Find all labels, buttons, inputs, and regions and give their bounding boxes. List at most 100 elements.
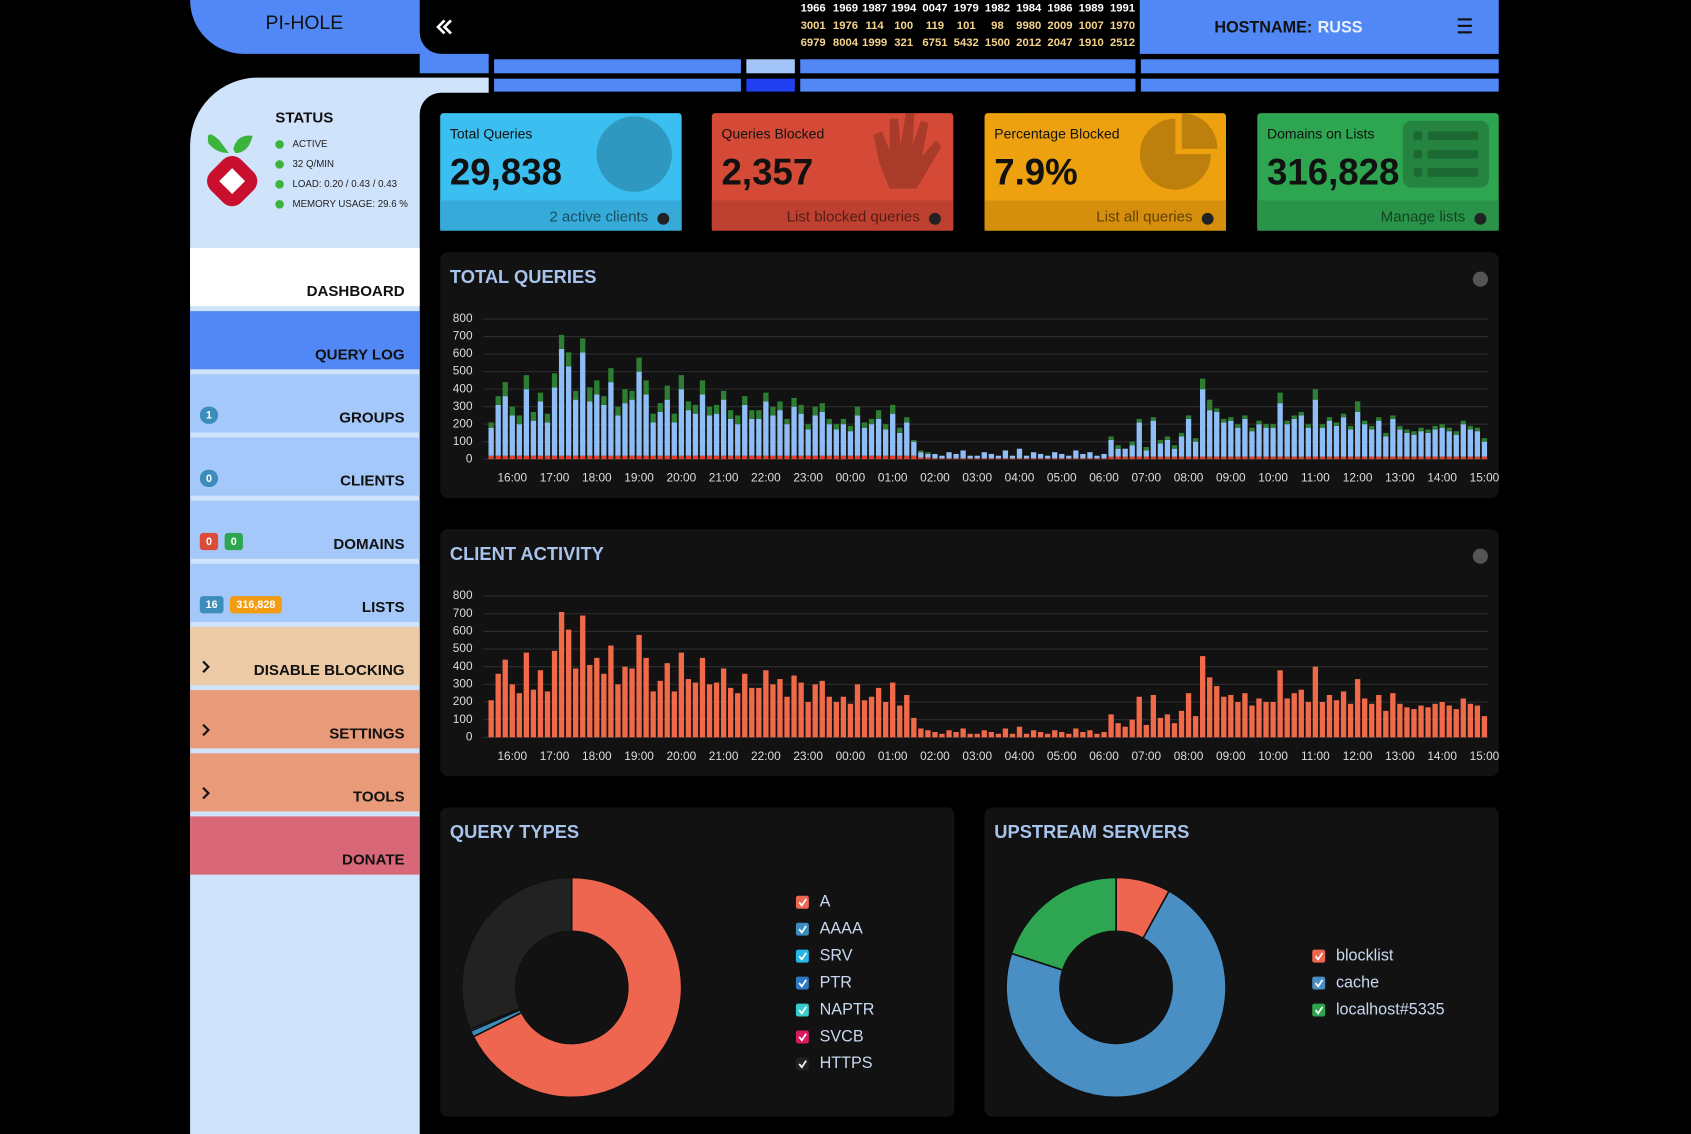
nav-label[interactable]: QUERY LOG (315, 346, 405, 363)
nav-label[interactable]: TOOLS (353, 788, 405, 805)
bar (502, 455, 508, 460)
bar (1235, 456, 1241, 460)
nav-item[interactable] (190, 563, 420, 622)
bar (1059, 453, 1065, 459)
ticker-number: 1999 (862, 37, 887, 49)
bar (1446, 705, 1452, 738)
x-tick-label: 05:00 (1047, 471, 1077, 485)
nav-item[interactable] (190, 816, 420, 875)
legend-label[interactable]: SRV (820, 946, 853, 964)
legend-box[interactable] (1312, 976, 1326, 990)
nav-label[interactable]: DISABLE BLOCKING (254, 662, 405, 679)
legend-label[interactable]: A (820, 893, 831, 911)
stat-link-icon[interactable] (657, 212, 670, 225)
bar (742, 396, 748, 405)
legend-label[interactable]: PTR (820, 973, 852, 991)
status-dot (275, 140, 284, 149)
bar (608, 382, 614, 456)
bar (911, 455, 917, 460)
bar (573, 455, 579, 460)
bar (1418, 456, 1424, 460)
legend-box[interactable] (795, 1003, 809, 1017)
legend-label[interactable]: HTTPS (820, 1054, 873, 1072)
legend-label[interactable]: AAAA (820, 919, 863, 937)
bar (643, 380, 649, 395)
stat-link[interactable]: Manage lists (1381, 209, 1466, 226)
nav-label[interactable]: LISTS (362, 599, 405, 616)
nav-label[interactable]: CLIENTS (340, 473, 405, 490)
stat-footer[interactable] (440, 200, 682, 231)
bar (1023, 733, 1030, 738)
legend-label[interactable]: blocklist (1336, 946, 1394, 964)
bar (551, 387, 558, 456)
bar (1108, 436, 1114, 440)
menu-icon[interactable] (1457, 18, 1472, 34)
bar (1432, 703, 1438, 738)
nav-item[interactable] (190, 311, 420, 370)
bar (911, 717, 917, 738)
bar (1171, 448, 1178, 457)
stat-link-icon[interactable] (1474, 212, 1487, 225)
chart-title: QUERY TYPES (450, 821, 579, 842)
bar (1164, 714, 1171, 738)
legend-box[interactable] (795, 1057, 809, 1071)
info-icon[interactable] (1472, 548, 1488, 564)
nav-item[interactable] (190, 753, 420, 812)
legend-box[interactable] (795, 895, 809, 909)
bar (1101, 458, 1107, 460)
stat-footer[interactable] (984, 200, 1227, 231)
legend-label[interactable]: NAPTR (820, 1000, 875, 1018)
stat-link[interactable]: List all queries (1096, 209, 1192, 226)
ticker-number: 1500 (985, 37, 1010, 49)
nav-item[interactable] (190, 247, 420, 307)
nav-item[interactable] (190, 437, 420, 496)
nav-label[interactable]: DASHBOARD (307, 283, 405, 300)
bar (763, 455, 769, 460)
bar (932, 453, 938, 459)
legend-label[interactable]: SVCB (820, 1027, 864, 1045)
brand-panel (190, 0, 489, 74)
legend-box[interactable] (1312, 1003, 1326, 1017)
bar (1418, 431, 1424, 457)
x-tick-label: 02:00 (920, 471, 950, 485)
chart-title: TOTAL QUERIES (450, 266, 597, 287)
x-tick-label: 14:00 (1427, 471, 1457, 485)
nav-label[interactable]: DOMAINS (333, 536, 404, 553)
badge (224, 532, 243, 551)
bar (1066, 455, 1072, 459)
nav-item[interactable] (190, 690, 420, 749)
bar (587, 401, 593, 456)
collapse-icon[interactable] (436, 19, 446, 35)
nav-label[interactable]: SETTINGS (329, 725, 404, 742)
bar (594, 394, 600, 456)
bar (1474, 427, 1481, 432)
legend-label[interactable]: cache (1336, 973, 1379, 991)
collapse-icon[interactable] (442, 19, 452, 35)
nav-label[interactable]: DONATE (342, 852, 405, 869)
nav-item[interactable] (190, 626, 420, 686)
bar (1164, 436, 1171, 440)
bar (587, 455, 593, 460)
bar-strip (800, 78, 1136, 92)
legend-box[interactable] (795, 1030, 809, 1044)
stat-footer[interactable] (711, 200, 954, 231)
nav-item[interactable] (190, 374, 420, 433)
y-tick-label: 800 (453, 588, 473, 602)
stat-link[interactable]: List blocked queries (787, 209, 920, 226)
bar (988, 458, 994, 460)
legend-box[interactable] (1312, 949, 1326, 963)
bar (1207, 677, 1213, 738)
legend-box[interactable] (795, 949, 809, 963)
legend-box[interactable] (795, 922, 809, 936)
stat-link[interactable]: 2 active clients (549, 209, 648, 226)
stat-link-icon[interactable] (1201, 212, 1214, 225)
info-icon[interactable] (1472, 271, 1488, 287)
bar (1185, 415, 1192, 419)
stat-link-icon[interactable] (929, 212, 941, 225)
stat-footer[interactable] (1257, 200, 1499, 231)
bar (1383, 456, 1389, 460)
legend-label[interactable]: localhost#5335 (1336, 1000, 1445, 1018)
bar (1319, 424, 1326, 428)
legend-box[interactable] (795, 976, 809, 990)
nav-label[interactable]: GROUPS (339, 409, 404, 426)
